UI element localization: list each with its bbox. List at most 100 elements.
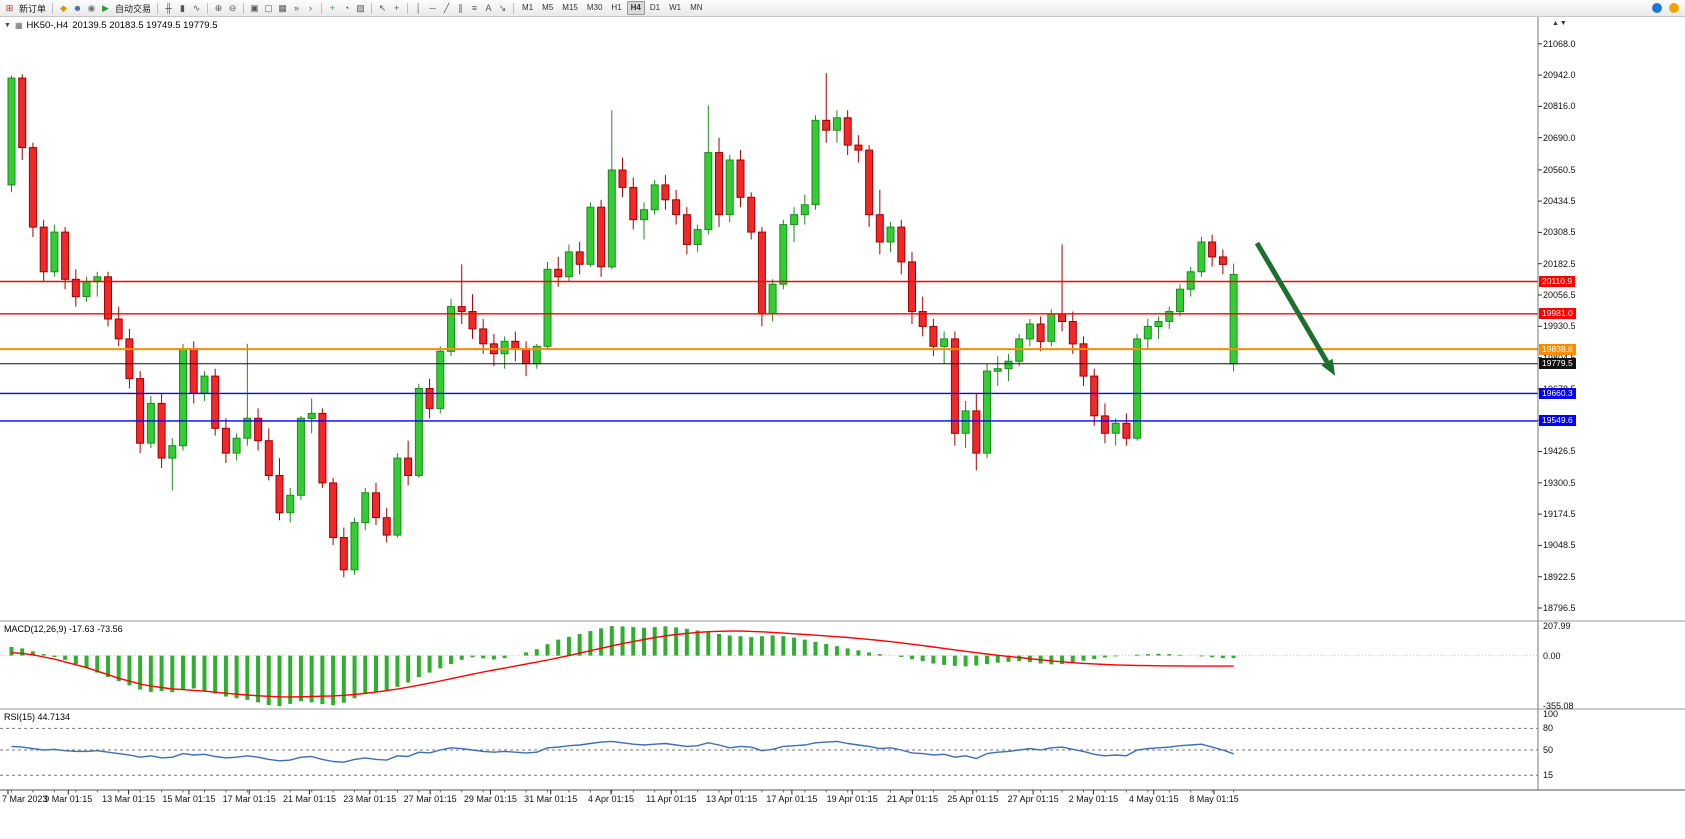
candlestick-series [7,73,1238,578]
autotrading-icon[interactable]: ▶ [102,2,109,13]
ohlc-values: 20139.5 20183.5 19749.5 19779.5 [72,20,218,31]
time-axis-label: 13 Apr 01:15 [706,794,758,804]
macd-axis-label: 207.99 [1543,621,1571,631]
time-axis-label: 15 Mar 01:15 [162,794,216,804]
autoscroll-icon[interactable]: » [294,2,300,13]
time-axis-label: 27 Apr 01:15 [1007,794,1059,804]
rsi-current-value: 44.7134 [37,712,71,722]
main-toolbar: ⊞ 新订单 ◆ ☻ ◉ ▶ 自动交易 ╫ ▮ ∿ ⊕ ⊖ ▣ ▢ ▦ » › + ◔ ▨ ↖ + │ ─ ╱ ∥ ≡ A ↘ M1 M5 M1… [0,0,1685,17]
price-axis-label: 20308.5 [1543,227,1576,238]
price-axis-label: 20434.5 [1543,196,1576,207]
price-axis-label: 21068.0 [1543,38,1576,49]
rsi-axis-label: 80 [1543,723,1554,734]
equidistant-channel-icon[interactable]: ∥ [458,2,463,13]
tile-windows-icon[interactable]: ▣ [250,2,259,13]
time-axis-label: 21 Apr 01:15 [886,794,939,804]
timeframe-m1[interactable]: M1 [522,3,534,12]
trendline-icon[interactable]: ╱ [443,2,450,13]
time-axis-label: 21 Mar 01:15 [282,794,337,804]
news-icon[interactable]: ◉ [87,2,96,13]
price-axis-label: 19048.5 [1543,540,1576,551]
time-axis-label: 2 May 01:15 [1068,794,1119,804]
macd-axis-label: -355.08 [1543,701,1574,711]
collapse-icon[interactable]: ▼ [4,22,11,29]
vertical-line-icon[interactable]: │ [415,2,422,13]
rsi-axis-label: 15 [1543,770,1554,781]
notifications-icon[interactable] [1669,3,1679,13]
timeframe-w1[interactable]: W1 [669,3,682,12]
line-chart-type-icon[interactable]: ∿ [192,2,201,13]
time-axis-label: 9 Mar 01:15 [44,794,93,804]
timeframe-mn[interactable]: MN [690,3,703,12]
arrows-tool-icon[interactable]: ↘ [498,2,507,13]
zoom-in-icon[interactable]: ⊕ [214,2,223,13]
macd-label: MACD(12,26,9) -17.63 -73.56 [4,624,123,634]
autotrading-label[interactable]: 自动交易 [115,3,152,14]
chart-scroll-icons[interactable]: ▲▼ [1552,20,1568,27]
level-price-tag: 19660.3 [1539,387,1576,399]
timeframe-m15[interactable]: M15 [562,3,578,12]
price-axis-label: 20690.0 [1543,132,1576,143]
time-axis-ticks [7,790,1235,795]
zoom-out-icon[interactable]: ⊖ [228,2,237,13]
level-price-tag: 19549.6 [1539,415,1576,427]
price-axis-label: 18922.5 [1543,571,1576,582]
templates-icon[interactable]: ▨ [356,2,365,13]
cursor-icon[interactable]: ↖ [378,2,387,13]
new-order-icon[interactable]: ⊞ [5,2,14,13]
time-axis-label: 8 May 01:15 [1189,794,1239,804]
new-order-label[interactable]: 新订单 [19,3,47,14]
time-axis-label: 19 Apr 01:15 [826,794,878,804]
timeframe-m5[interactable]: M5 [542,3,554,12]
chart-title: ▼ ▦ HK50-,H4 20139.5 20183.5 19749.5 197… [4,20,218,31]
rsi-label: RSI(15) 44.7134 [4,712,71,722]
toolbar-separator [407,2,409,14]
arrow-annotation[interactable] [1254,241,1336,376]
price-axis-label: 20560.5 [1543,164,1576,175]
price-axis-label: 19174.5 [1543,509,1576,520]
timeframe-d1[interactable]: D1 [649,3,661,12]
time-axis-label: 17 Mar 01:15 [222,794,276,804]
fibonacci-icon[interactable]: ≡ [471,2,478,13]
profile-icon[interactable]: ☻ [72,2,83,13]
chart-shift-icon[interactable]: › [309,2,313,13]
arrange-windows-icon[interactable]: ▦ [278,2,287,13]
text-label-icon[interactable]: A [485,2,492,13]
macd-signal-line [11,630,1234,698]
rsi-axis-label: 50 [1543,745,1554,755]
price-axis-label: 19426.5 [1543,446,1576,457]
rsi-line [11,740,1234,763]
toolbar-separator [371,2,373,14]
crosshair-icon[interactable]: + [393,2,400,13]
toolbar-separator [157,2,159,14]
toolbar-separator [513,2,515,14]
toolbar-separator [243,2,245,14]
symbol-label: HK50-,H4 [26,20,69,31]
bar-chart-type-icon[interactable]: ╫ [165,2,172,13]
mql5-community-icon[interactable]: ◆ [60,2,67,13]
timeframe-h1[interactable]: H1 [611,3,622,12]
time-axis-label: 25 Apr 01:15 [947,794,999,804]
periods-icon[interactable]: ◔ [343,2,350,13]
toolbar-separator [52,2,54,14]
level-price-tag: 20110.9 [1539,276,1576,288]
indicators-icon[interactable]: + [329,2,336,13]
timeframe-m30[interactable]: M30 [586,3,603,12]
price-axis-label: 20942.0 [1543,70,1576,81]
price-axis-label: 20816.0 [1543,101,1576,112]
community-icon[interactable] [1652,3,1662,13]
time-axis-label: 13 Mar 01:15 [102,794,156,804]
price-axis-label: 19300.5 [1543,477,1576,488]
time-axis-label: 23 Mar 01:15 [343,794,397,804]
candlestick-type-icon[interactable]: ▮ [180,2,185,13]
timeframe-h4[interactable]: H4 [626,1,645,15]
chart-icon: ▦ [14,21,23,30]
cascade-windows-icon[interactable]: ▢ [264,2,273,13]
macd-histogram [9,626,1236,706]
level-price-tag: 19981.0 [1539,308,1576,320]
toolbar-separator [207,2,209,14]
horizontal-line-icon[interactable]: ─ [429,2,436,13]
price-axis-label: 19804.5 [1543,353,1576,363]
